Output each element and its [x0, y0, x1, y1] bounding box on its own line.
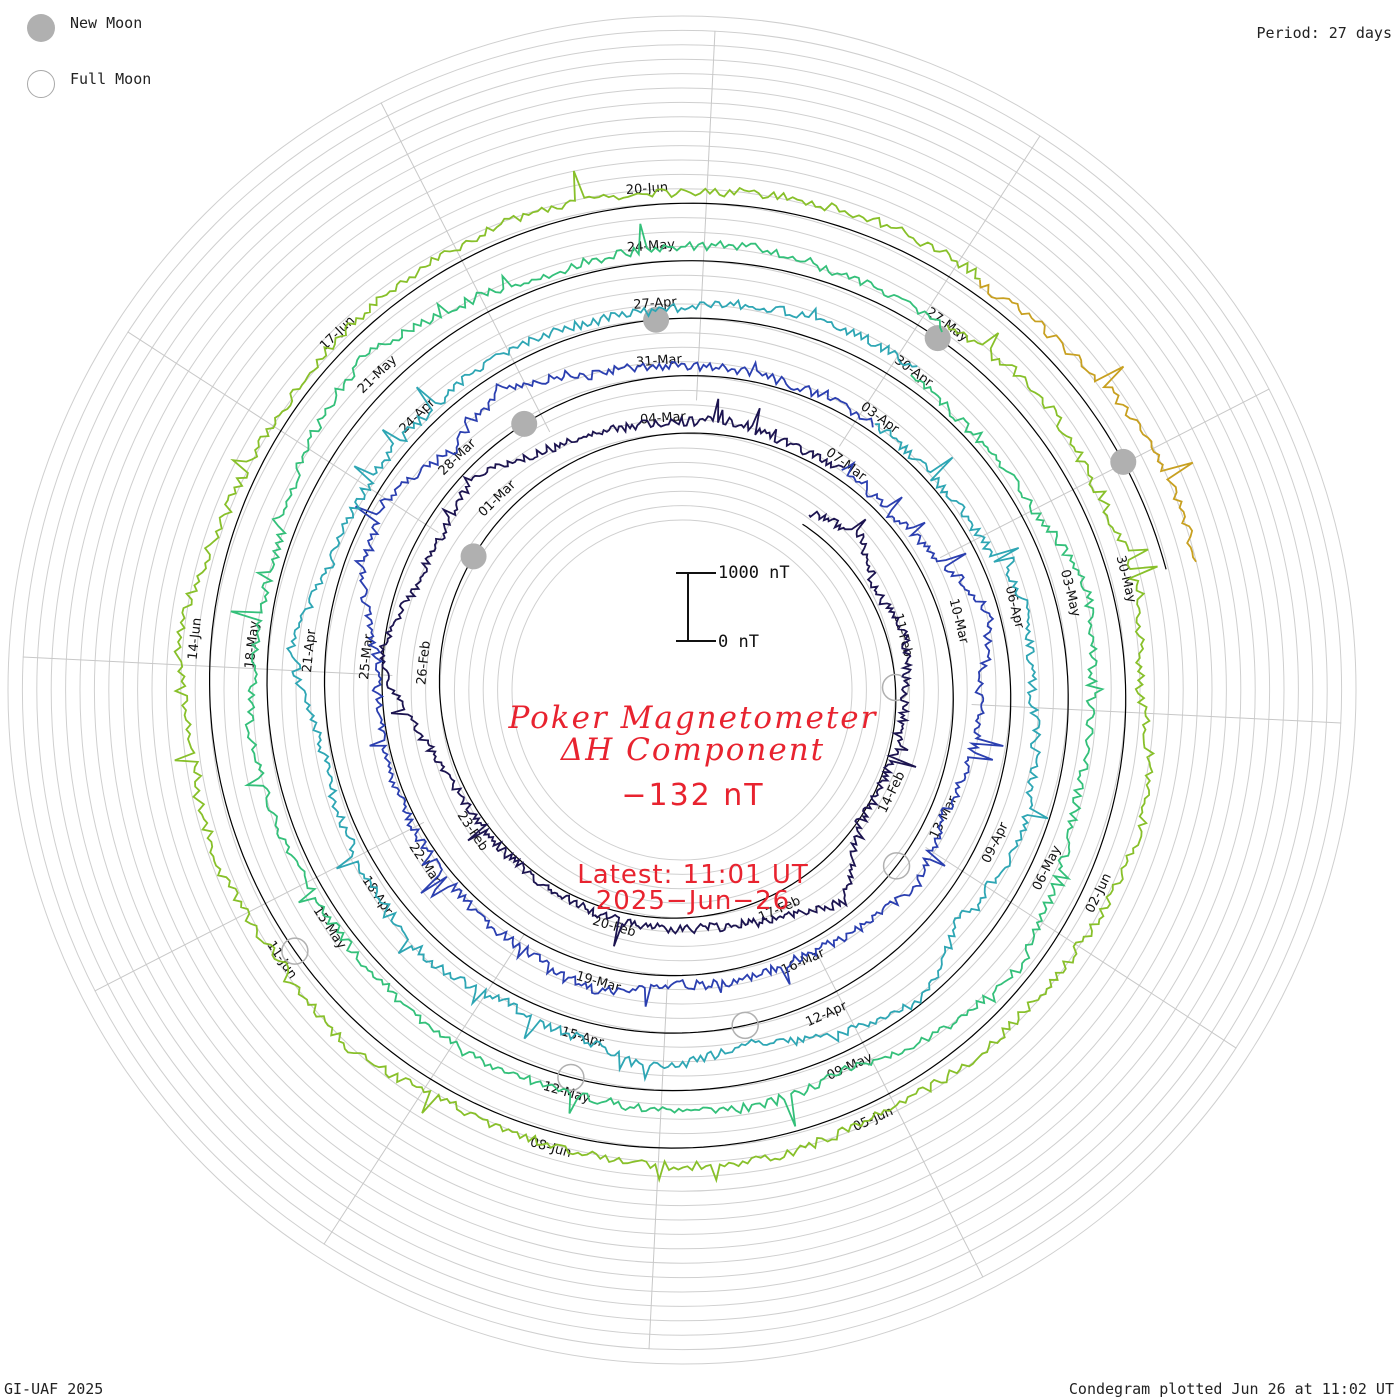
date-label: 06-Apr [1002, 584, 1027, 630]
grid-ring [65, 73, 1299, 1307]
new-moon-legend-icon [27, 14, 55, 42]
trace-rotation-5 [173, 170, 1158, 1184]
date-label: 11-Feb [890, 612, 915, 659]
scale-top-label: 1000 nT [718, 563, 790, 583]
new-moon-marker [1110, 448, 1137, 475]
data-traces [173, 170, 1197, 1184]
footer-plot-time: Condegram plotted Jun 26 at 11:02 UT [1068, 1380, 1394, 1398]
grid-spoke [22, 656, 393, 677]
full-moon-marker [731, 1011, 759, 1040]
date-label: 09-Apr [979, 820, 1012, 866]
full-moon-marker [281, 937, 309, 965]
grid-spoke [94, 821, 425, 992]
date-label: 21-May [355, 352, 400, 396]
full-moon-legend-icon [27, 70, 55, 98]
grid-ring [137, 145, 1227, 1235]
chart-subtitle: ΔH Component [560, 732, 826, 768]
grid-ring [21, 29, 1343, 1351]
full-moon-legend-label: Full Moon [70, 70, 152, 88]
latest-time: Latest: 11:01 UT [577, 860, 809, 890]
grid-spoke [813, 947, 984, 1278]
grid-spoke [939, 388, 1270, 559]
grid-spoke [323, 933, 526, 1245]
grid-spoke [838, 135, 1041, 447]
date-label: 14-Jun [186, 617, 205, 661]
date-label: 21-Apr [300, 628, 320, 673]
full-moon-marker [882, 852, 911, 880]
trace-rotation-3 [285, 298, 1049, 1082]
trace-rotation-2 [353, 359, 1004, 1007]
date-label: 31-Mar [636, 352, 683, 370]
scale-bar [676, 572, 716, 642]
new-moon-marker [924, 325, 951, 352]
footer-credit: GI-UAF 2025 [4, 1380, 104, 1398]
grid-ring [209, 217, 1155, 1163]
grid-ring [482, 490, 882, 890]
date-label: 09-May [825, 1050, 875, 1083]
grid-spoke [648, 979, 669, 1350]
grid-ring [36, 44, 1328, 1336]
grid-ring [108, 116, 1256, 1264]
zero-baseline-spiral [209, 202, 1167, 1149]
new-moon-legend-label: New Moon [70, 14, 143, 32]
grid-ring [165, 173, 1199, 1207]
grid-ring [223, 231, 1141, 1149]
period-label: Period: 27 days [1256, 24, 1392, 42]
grid-ring [194, 202, 1170, 1178]
grid-spoke [380, 102, 551, 433]
grid-ring [309, 317, 1055, 1063]
grid-ring [50, 58, 1314, 1322]
grid-spokes [22, 30, 1342, 1350]
date-label: 01-Mar [476, 477, 520, 520]
grid-ring [324, 332, 1040, 1048]
grid-ring [151, 159, 1213, 1221]
grid-ring [497, 505, 867, 875]
grid-ring [453, 461, 911, 919]
rotation-baselines [209, 202, 1167, 1149]
trace-rotation-1 [378, 398, 917, 947]
chart-title: Poker Magnetometer [508, 700, 878, 736]
new-moon-marker [511, 410, 538, 437]
current-value: −132 nT [621, 778, 765, 813]
grid-ring [79, 87, 1285, 1293]
grid-spoke [695, 30, 716, 401]
date-label: 10-Mar [946, 597, 972, 646]
moon-phase-markers [281, 306, 1137, 1092]
grid-ring [7, 15, 1357, 1365]
grid-spoke [925, 846, 1237, 1049]
full-moon-marker [557, 1063, 585, 1092]
new-moon-marker [460, 543, 487, 570]
latest-date: 2025−Jun−26 [595, 886, 791, 916]
date-label: 26-Feb [414, 640, 434, 686]
grid-ring [468, 476, 896, 904]
full-moon-marker [881, 673, 910, 702]
trace-rotation-6 [979, 279, 1197, 563]
scale-bottom-label: 0 nT [718, 632, 759, 652]
grid-ring [511, 519, 853, 861]
grid-ring [93, 101, 1271, 1279]
trace-rotation-4 [230, 223, 1105, 1127]
date-label: 16-Mar [779, 946, 828, 979]
grid-ring [122, 130, 1242, 1250]
